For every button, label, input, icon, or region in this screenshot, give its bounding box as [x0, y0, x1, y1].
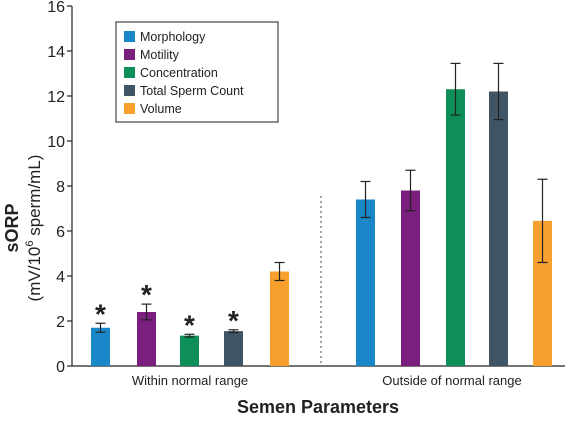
legend-swatch: [124, 49, 135, 60]
legend-label: Concentration: [140, 66, 218, 80]
y-tick-label: 10: [47, 134, 65, 151]
bars: * * * *: [91, 62, 552, 366]
y-axis-unit-prefix: (mV/10: [25, 247, 44, 302]
significance-marker: *: [141, 279, 152, 310]
bar: [270, 271, 289, 366]
bar: [180, 335, 199, 366]
y-axis-label: sORP: [2, 203, 22, 252]
legend: Morphology Motility Concentration Total Spe…: [115, 21, 279, 123]
bar: [446, 89, 465, 366]
bar: [91, 327, 110, 366]
y-axis-unit-suffix: sperm/mL): [25, 155, 44, 241]
legend-swatch: [124, 85, 135, 96]
x-group-label: Outside of normal range: [382, 373, 521, 388]
bar: [401, 190, 420, 366]
legend-swatch: [124, 103, 135, 114]
legend-label: Volume: [140, 102, 182, 116]
y-tick-label: 6: [56, 224, 65, 241]
y-axis-unit: (mV/106 sperm/mL): [24, 155, 44, 302]
bar: [533, 220, 552, 366]
y-tick-label: 14: [47, 44, 65, 61]
legend-label: Total Sperm Count: [140, 84, 244, 98]
legend-swatch: [124, 67, 135, 78]
y-tick-label: 4: [56, 269, 65, 286]
bar: [489, 91, 508, 366]
significance-marker: *: [184, 309, 195, 340]
legend-label: Morphology: [140, 30, 206, 44]
legend-swatch: [124, 31, 135, 42]
x-group-label: Within normal range: [132, 373, 248, 388]
bar: [137, 312, 156, 366]
y-tick-label: 0: [56, 359, 65, 376]
y-tick-label: 2: [56, 314, 65, 331]
y-axis-label-group: sORP: [2, 203, 22, 252]
significance-marker: *: [95, 298, 106, 329]
y-tick-label: 8: [56, 179, 65, 196]
x-axis-label: Semen Parameters: [237, 397, 399, 416]
y-axis-unit-group: (mV/106 sperm/mL): [24, 155, 44, 302]
y-tick-label: 12: [47, 89, 65, 106]
bar: [224, 331, 243, 366]
bar: [356, 199, 375, 366]
y-tick-label: 16: [47, 0, 65, 16]
significance-marker: *: [228, 305, 239, 336]
legend-box: [115, 21, 279, 123]
legend-label: Motility: [140, 48, 180, 62]
y-axis-unit-sup: 6: [24, 241, 36, 247]
axes: 0 2 4 6 8 10 12 14 16 Within normal range Outside …: [47, 0, 565, 388]
